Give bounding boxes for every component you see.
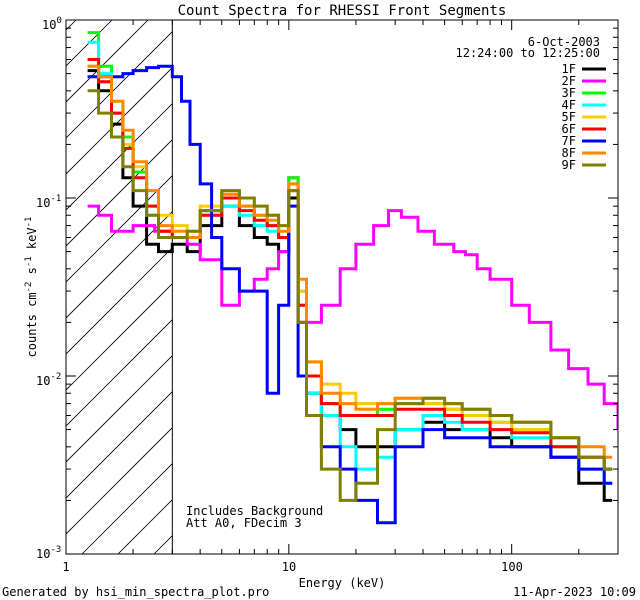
date-label: 6-Oct-2003 (528, 35, 600, 49)
legend-label-2F: 2F (562, 74, 576, 88)
series-9F (87, 89, 613, 502)
y-tick-label-2: 10-2 (36, 372, 61, 388)
x-tick-label-0: 1 (62, 560, 69, 574)
legend-label-1F: 1F (562, 62, 576, 76)
plot-frame (65, 19, 619, 555)
x-tick-labels: 1 10 100 (62, 560, 522, 574)
annotation-background: Includes Background (186, 504, 323, 518)
legend-label-5F: 5F (562, 110, 576, 124)
axis-ticks (65, 19, 619, 555)
series-4F (87, 40, 613, 485)
hatched-region (66, 20, 173, 554)
y-axis-label: counts cm-2 s-1 keV-1 (24, 217, 39, 358)
x-tick-label-2: 100 (501, 560, 523, 574)
series-layer (87, 31, 618, 525)
legend-label-8F: 8F (562, 146, 576, 160)
series-8F (87, 64, 613, 459)
x-tick-label-1: 10 (282, 560, 296, 574)
y-tick-label-1: 10-1 (36, 194, 61, 210)
y-tick-labels: 100 10-1 10-2 10-3 (36, 16, 62, 561)
legend-label-3F: 3F (562, 86, 576, 100)
legend-label-9F: 9F (562, 158, 576, 172)
timestamp-label: 11-Apr-2023 10:09 (513, 585, 636, 599)
chart-title: Count Spectra for RHESSI Front Segments (178, 3, 507, 19)
series-6F (87, 58, 613, 471)
time-range-label: 12:24:00 to 12:25:00 (456, 46, 601, 60)
y-tick-label-0: 100 (42, 16, 62, 32)
y-tick-label-3: 10-3 (36, 545, 61, 561)
legend-label-7F: 7F (562, 134, 576, 148)
legend-label-6F: 6F (562, 122, 576, 136)
x-axis-label: Energy (keV) (299, 576, 386, 590)
generated-by-label: Generated by hsi_min_spectra_plot.pro (2, 585, 269, 599)
annotation-attenuator: Att A0, FDecim 3 (186, 516, 302, 530)
series-1F (87, 69, 613, 502)
series-7F (87, 64, 613, 525)
hatch-lines (66, 20, 173, 554)
legend-label-4F: 4F (562, 98, 576, 112)
